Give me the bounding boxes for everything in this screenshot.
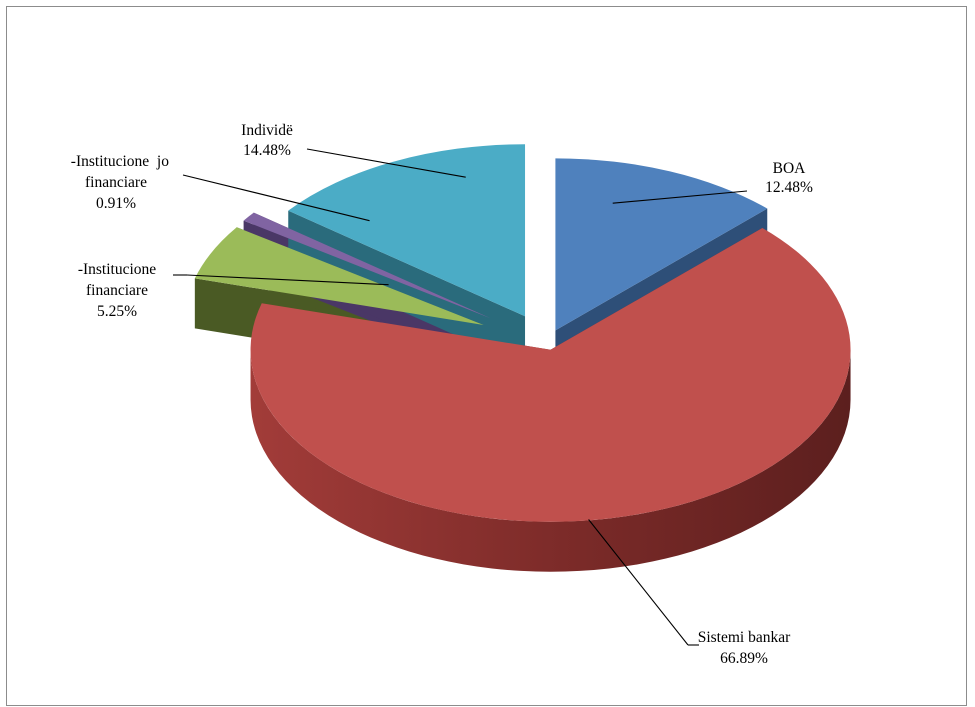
label-institucione-jo-financiare-value: 0.91%: [96, 195, 136, 212]
label-boa-name: BOA: [773, 160, 807, 177]
svg-text:Sistemi bankar: Sistemi bankar: [698, 629, 791, 646]
svg-text:0.91%: 0.91%: [96, 195, 136, 212]
svg-text:Individë: Individë: [241, 122, 293, 139]
label-institucione-financiare-value: 5.25%: [97, 303, 137, 320]
data-label-boa: BOA 12.48%: [765, 160, 813, 196]
svg-text:BOA: BOA: [773, 160, 807, 177]
label-institucione-financiare-line2: financiare: [86, 282, 148, 299]
label-institucione-jo-financiare-line1: -Institucione jo: [71, 153, 169, 170]
svg-text:financiare: financiare: [86, 282, 148, 299]
svg-text:66.89%: 66.89%: [720, 650, 768, 667]
data-label-sistemi-bankar: Sistemi bankar 66.89%: [698, 629, 791, 667]
svg-text:14.48%: 14.48%: [243, 142, 291, 159]
pie-chart: BOA 12.48% Sistemi bankar 66.89% -Instit…: [7, 7, 968, 707]
data-label-institucione-jo-financiare: -Institucione jo financiare 0.91%: [36, 153, 196, 212]
data-label-institucione-financiare: -Institucione financiare 5.25%: [78, 261, 156, 320]
svg-text:12.48%: 12.48%: [765, 179, 813, 196]
label-sistemi-bankar-name: Sistemi bankar: [698, 629, 791, 646]
label-sistemi-bankar-value: 66.89%: [720, 650, 768, 667]
svg-text:5.25%: 5.25%: [97, 303, 137, 320]
svg-text:-Institucione jo: -Institucione jo: [36, 153, 196, 170]
chart-area: BOA 12.48% Sistemi bankar 66.89% -Instit…: [6, 6, 967, 706]
data-label-individe: Individë 14.48%: [241, 122, 293, 159]
label-institucione-jo-financiare-line2: financiare: [85, 174, 147, 191]
label-individe-name: Individë: [241, 122, 293, 139]
label-individe-value: 14.48%: [243, 142, 291, 159]
svg-text:financiare: financiare: [85, 174, 147, 191]
label-institucione-financiare-line1: -Institucione: [78, 261, 156, 278]
svg-text:-Institucione: -Institucione: [78, 261, 156, 278]
label-boa-value: 12.48%: [765, 179, 813, 196]
